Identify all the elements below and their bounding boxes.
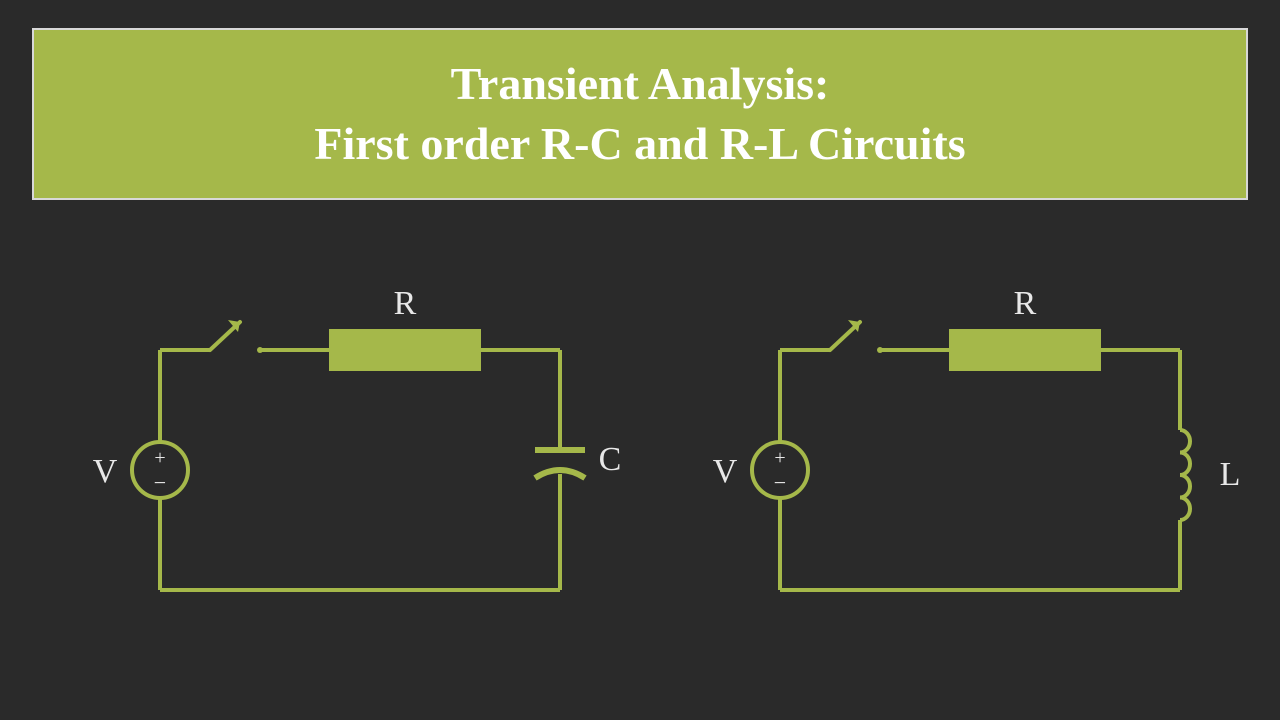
svg-text:L: L [1220,456,1240,493]
svg-text:V: V [93,453,118,490]
title-line-2: First order R-C and R-L Circuits [314,114,965,174]
title-line-1: Transient Analysis: [451,54,830,114]
svg-text:C: C [599,441,620,478]
svg-text:R: R [394,285,417,322]
svg-text:V: V [713,453,738,490]
svg-text:+: + [774,447,785,469]
rl-circuit: +− V R L [680,280,1240,660]
svg-text:R: R [1014,285,1037,322]
svg-text:−: − [774,470,786,495]
svg-text:−: − [154,470,166,495]
svg-text:+: + [154,447,165,469]
rc-circuit: +− V R C [60,280,620,660]
circuits-area: +−VRC +−VRL [0,260,1280,720]
title-banner: Transient Analysis: First order R-C and … [32,28,1248,200]
